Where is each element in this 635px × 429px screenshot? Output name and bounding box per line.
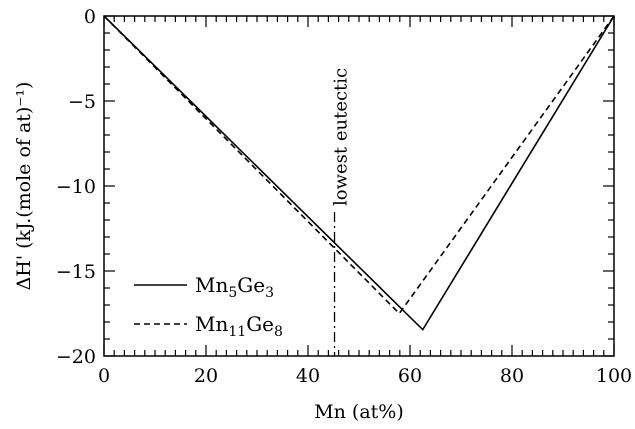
legend-label-0: Mn5​Ge3​ — [195, 273, 274, 301]
plot-frame-group — [103, 15, 615, 357]
annotation-label: lowest eutectic — [331, 68, 352, 206]
x-tick-label: 60 — [398, 365, 422, 387]
ticks-group — [103, 15, 615, 357]
series-group — [103, 15, 615, 331]
y-tick-label: 0 — [84, 6, 96, 28]
x-axis-title: Mn (at%) — [314, 401, 404, 423]
plot-frame — [103, 15, 615, 357]
x-tick-label: 40 — [296, 365, 320, 387]
y-tick-label: −10 — [56, 176, 96, 198]
series-line-1 — [103, 15, 615, 315]
y-tick-label: −20 — [56, 346, 96, 368]
tick-labels-group: 0 20 40 60 80 100 0 −5 −10 −15 −20 — [56, 6, 632, 387]
series-line-0 — [103, 15, 615, 331]
y-tick-label: −15 — [56, 261, 96, 283]
x-tick-label: 20 — [194, 365, 218, 387]
x-tick-label: 0 — [98, 365, 110, 387]
y-tick-label: −5 — [68, 91, 96, 113]
legend-label-1: Mn11​Ge8​ — [195, 312, 283, 340]
y-axis-title: ΔH' (kJ.(mole of at)⁻¹) — [13, 82, 35, 291]
x-tick-label: 80 — [500, 365, 524, 387]
x-tick-label: 100 — [596, 365, 632, 387]
legend: Mn5​Ge3​ Mn11​Ge8​ — [134, 273, 283, 340]
annotation-group: lowest eutectic — [331, 68, 352, 356]
